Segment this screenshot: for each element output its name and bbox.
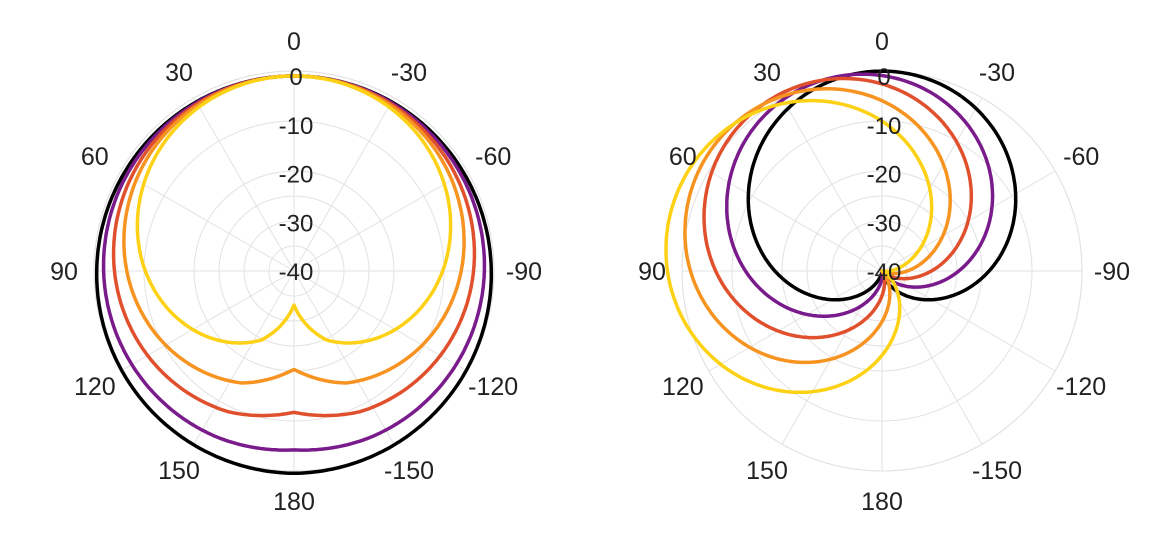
- grid-spoke: [781, 97, 883, 272]
- series-line-4: [135, 74, 453, 345]
- angular-tick-label: 90: [638, 258, 666, 286]
- angular-tick-label: -150: [384, 457, 434, 485]
- grid-spoke: [708, 170, 883, 272]
- radial-tick-label: -10: [279, 113, 314, 140]
- radial-tick-label: 0: [877, 64, 890, 91]
- radial-tick-label: -40: [867, 259, 902, 286]
- series-line-1: [725, 72, 995, 318]
- angular-tick-label: 120: [662, 373, 704, 401]
- angular-tick-label: 150: [746, 457, 788, 485]
- grid-spoke: [120, 270, 295, 372]
- angular-tick-label: 60: [81, 143, 109, 171]
- radial-tick-label: -10: [867, 113, 902, 140]
- angular-tick-label: 150: [158, 457, 200, 485]
- grid-spoke: [193, 97, 295, 272]
- series-line-4: [664, 98, 934, 395]
- angular-tick-label: -120: [1056, 373, 1106, 401]
- grid-spoke: [293, 270, 468, 372]
- angular-tick-label: 30: [165, 59, 193, 87]
- radial-tick-label: -20: [867, 162, 902, 189]
- angular-tick-label: -90: [506, 258, 542, 286]
- series-line-0: [746, 69, 1018, 302]
- series-line-2: [702, 76, 974, 340]
- radial-tick-label: 0: [289, 64, 302, 91]
- grid-spoke: [193, 270, 295, 445]
- radial-tick-label: -30: [867, 210, 902, 237]
- angular-tick-label: 180: [273, 488, 315, 516]
- angular-tick-label: 0: [287, 28, 301, 56]
- grid-spoke: [881, 97, 983, 272]
- radial-tick-label: -20: [279, 162, 314, 189]
- angular-tick-label: -150: [972, 457, 1022, 485]
- grid-spoke: [708, 270, 883, 372]
- grid-spoke: [293, 170, 468, 272]
- angular-tick-label: 90: [50, 258, 78, 286]
- radial-tick-label: -40: [279, 259, 314, 286]
- angular-tick-label: -30: [979, 59, 1015, 87]
- angular-tick-label: 120: [74, 373, 116, 401]
- angular-tick-label: 60: [669, 143, 697, 171]
- angular-tick-label: -90: [1094, 258, 1130, 286]
- angular-tick-label: -30: [391, 59, 427, 87]
- angular-tick-label: -60: [475, 143, 511, 171]
- angular-tick-label: -120: [468, 373, 518, 401]
- polar-panel-left: 0 -10 -20 -30 -40 0 30 60 90 120 150 180 -150 -120 -90…: [50, 28, 542, 516]
- angular-tick-label: 180: [861, 488, 903, 516]
- polar-panel-right: 0 -10 -20 -30 -40 0 30 60 90 120 150 180 -150 -120 -90…: [638, 28, 1130, 516]
- radial-tick-label: -30: [279, 210, 314, 237]
- angular-tick-label: 0: [875, 28, 889, 56]
- angular-tick-label: -60: [1063, 143, 1099, 171]
- grid-spoke: [293, 270, 395, 445]
- angular-tick-label: 30: [753, 59, 781, 87]
- grid-spoke: [120, 170, 295, 272]
- grid-spoke: [293, 97, 395, 272]
